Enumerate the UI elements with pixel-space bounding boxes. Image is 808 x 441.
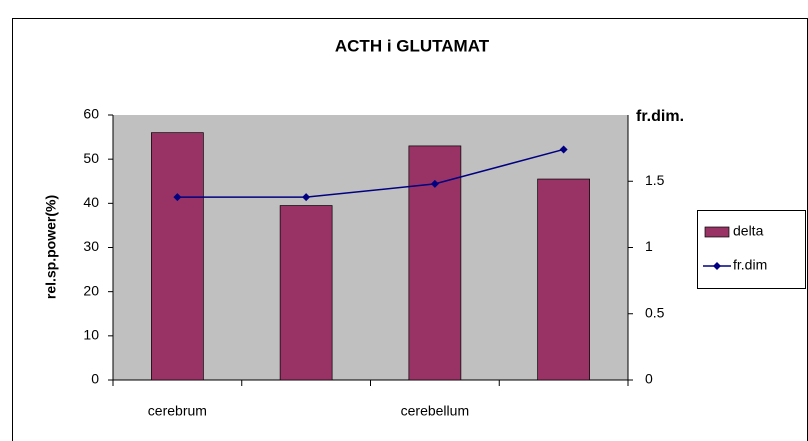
y-tick-label: 20	[83, 282, 99, 298]
chart-title: ACTH i GLUTAMAT	[335, 36, 490, 55]
y-tick-label: 30	[83, 238, 99, 254]
line	[177, 148, 564, 198]
y2-tick-label: 1.5	[645, 172, 665, 188]
x-tick-label: cerebrum	[148, 403, 207, 419]
y2-tick-label: 1	[645, 238, 653, 254]
line-marker	[559, 145, 568, 154]
legend-swatch	[704, 226, 730, 238]
x-tick-label: cerebellum	[401, 403, 469, 419]
legend-marker	[713, 262, 721, 270]
bar	[151, 132, 204, 381]
y-tick-label: 0	[91, 371, 99, 387]
line-marker	[302, 193, 311, 202]
line-marker	[430, 179, 439, 188]
bar	[537, 178, 590, 381]
line-marker	[173, 193, 182, 202]
legend-label: fr.dim	[733, 257, 767, 273]
y-tick-label: 50	[83, 150, 99, 166]
y-axis-title: rel.sp.power(%)	[43, 195, 59, 299]
y2-tick-label: 0	[645, 371, 653, 387]
legend-box	[697, 210, 806, 289]
y-tick-label: 60	[83, 106, 99, 122]
legend-label: delta	[733, 223, 764, 239]
y-tick-label: 10	[83, 327, 99, 343]
y2-tick-label: 0.5	[645, 304, 665, 320]
bar	[279, 205, 333, 381]
y2-axis-title: fr.dim.	[636, 108, 684, 125]
y-tick-label: 40	[83, 194, 99, 210]
